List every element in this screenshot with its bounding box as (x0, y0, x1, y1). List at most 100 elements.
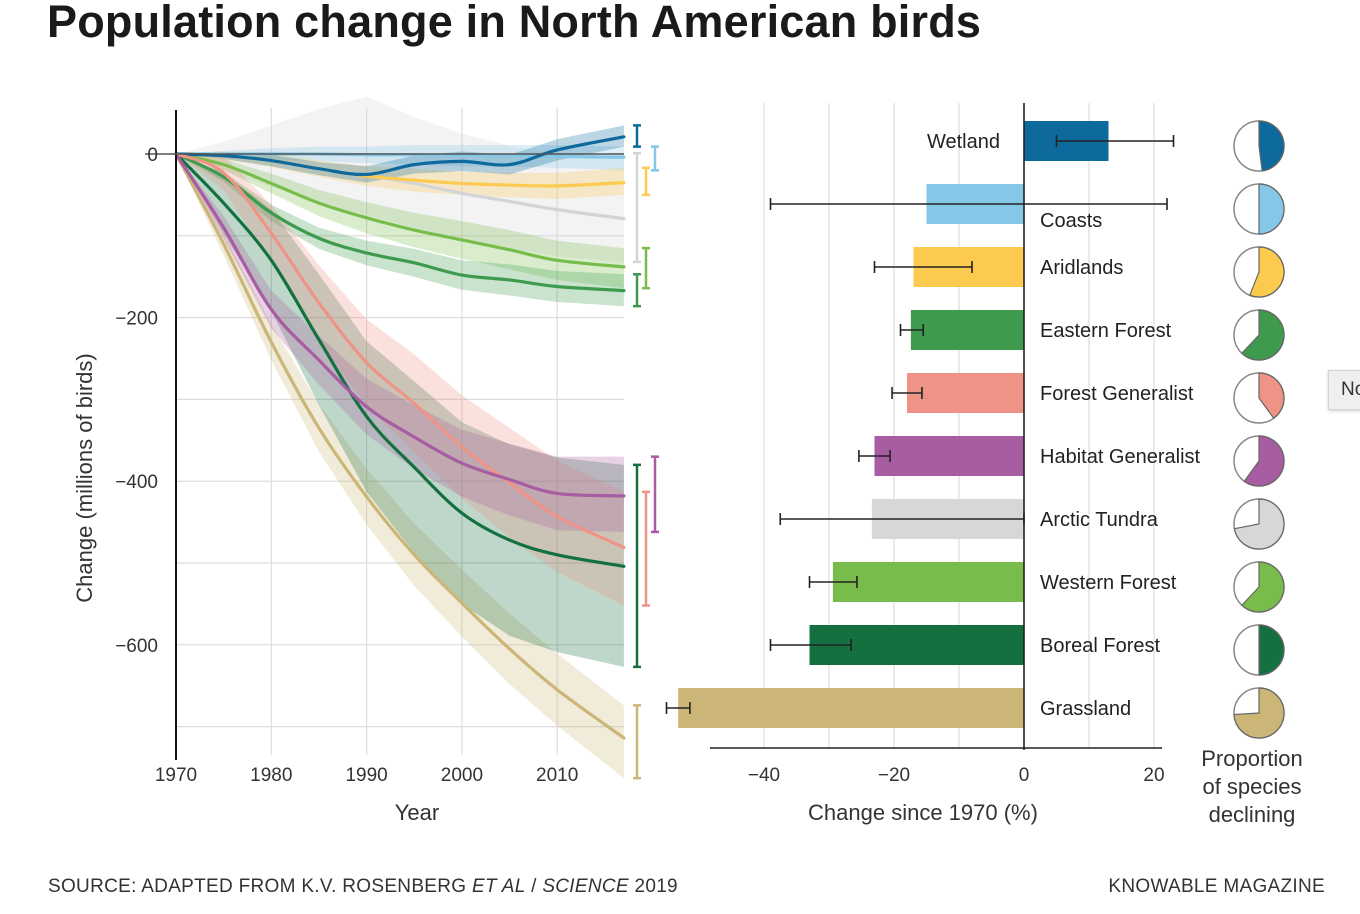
pie-column (1233, 120, 1285, 739)
bar-rect (907, 373, 1024, 413)
category-label: Eastern Forest (1040, 320, 1172, 342)
x-tick-label: −20 (878, 765, 910, 786)
pie-title-line-3: declining (1209, 802, 1296, 827)
pie-declining-slice (1233, 498, 1285, 550)
bar-grassland (665, 688, 1024, 728)
y-tick-label: −600 (115, 636, 158, 657)
ci-bar-eastern-forest (633, 272, 641, 308)
pie-declining-slice (1233, 687, 1285, 739)
x-tick-label: 2010 (536, 765, 578, 786)
ci-bar-habitat-generalist (651, 455, 659, 534)
line-eastern-forest (174, 152, 626, 293)
band-forest-generalist (176, 154, 624, 606)
pie-declining-slice (1241, 309, 1285, 361)
line-grassland (174, 152, 626, 740)
line-boreal-forest (174, 152, 626, 568)
bar-forest-generalist (891, 373, 1024, 413)
source-journal: SCIENCE (542, 876, 629, 897)
bar-western-forest (808, 562, 1024, 602)
pie-forest-generalist (1233, 372, 1285, 424)
pie-boreal-forest (1233, 624, 1285, 676)
y-tick-label: −400 (115, 472, 158, 493)
bar-chart-category-labels: Wetland Coasts Aridlands Eastern Forest Fore… (927, 131, 1201, 720)
ci-bar-forest-generalist (642, 490, 650, 607)
source-suffix: 2019 (628, 876, 678, 897)
bar-boreal-forest (769, 625, 1024, 665)
pie-declining-slice (1258, 624, 1285, 676)
x-tick-label: 1970 (155, 765, 197, 786)
pie-wetland (1233, 120, 1285, 172)
line-chart-axes: 0 −200 −400 −600 1970 1980 1990 2000 2010 (115, 110, 624, 786)
pie-habitat-generalist (1233, 435, 1285, 487)
category-label: Western Forest (1040, 572, 1177, 594)
ci-bar-boreal-forest (633, 463, 641, 669)
bar-coasts (769, 184, 1168, 224)
pie-declining-slice (1258, 183, 1285, 235)
bar-rect (678, 688, 1024, 728)
band-eastern-forest (176, 154, 624, 307)
pie-eastern-forest (1233, 309, 1285, 361)
ci-bar-wetland (633, 124, 641, 148)
band-boreal-forest (176, 154, 624, 667)
pie-title-line-1: Proportion (1201, 746, 1303, 771)
bar-eastern-forest (899, 310, 1024, 350)
y-tick-label: 0 (147, 145, 158, 166)
pie-declining-slice (1249, 246, 1285, 298)
ci-bar-western-forest (642, 246, 650, 290)
category-label: Wetland (927, 131, 1000, 153)
bar-rect (832, 562, 1024, 602)
category-label: Boreal Forest (1040, 635, 1160, 657)
bar-rect (874, 436, 1024, 476)
chart-title: Population change in North American bird… (47, 0, 982, 47)
category-label: Grassland (1040, 698, 1131, 720)
y-tick-label: −200 (115, 309, 158, 330)
band-western-forest (176, 154, 624, 289)
bar-arctic-tundra (779, 499, 1025, 539)
x-tick-label: 1980 (250, 765, 292, 786)
line-chart-end-ci-bars (633, 124, 659, 780)
ci-bar-grassland (633, 704, 641, 780)
bar-chart-bars: −40 −20 0 20 (665, 103, 1175, 786)
line-wetland (174, 135, 626, 177)
bar-rect (910, 310, 1024, 350)
pie-declining-slice (1243, 435, 1285, 487)
x-tick-label: 1990 (345, 765, 387, 786)
ci-bar-aridlands (642, 166, 650, 197)
pie-grassland (1233, 687, 1285, 739)
line-chart-xlabel: Year (395, 800, 439, 825)
pie-arctic-tundra (1233, 498, 1285, 550)
pie-declining-slice (1258, 372, 1285, 420)
tooltip-fragment: No (1328, 370, 1360, 410)
bar-chart-xlabel: Change since 1970 (%) (808, 800, 1038, 825)
source-prefix: SOURCE: ADAPTED FROM K.V. ROSENBERG (48, 876, 472, 897)
brand-credit: KNOWABLE MAGAZINE (1108, 876, 1325, 897)
x-tick-label: 0 (1019, 765, 1030, 786)
bar-aridlands (873, 247, 1024, 287)
x-tick-label: 2000 (441, 765, 483, 786)
line-chart-ylabel: Change (millions of birds) (72, 353, 97, 602)
ci-bar-arctic-tundra (633, 151, 641, 264)
x-tick-label: 20 (1143, 765, 1164, 786)
ci-bar-coasts (651, 145, 659, 172)
source-et-al: ET AL (471, 876, 526, 897)
line-habitat-generalist (174, 152, 626, 498)
category-label: Arctic Tundra (1040, 509, 1159, 531)
line-western-forest (174, 152, 626, 269)
category-label: Habitat Generalist (1040, 446, 1201, 468)
pie-declining-slice (1241, 561, 1285, 613)
category-label: Aridlands (1040, 257, 1123, 279)
pie-coasts (1233, 183, 1285, 235)
pie-aridlands (1233, 246, 1285, 298)
pie-western-forest (1233, 561, 1285, 613)
x-tick-label: −40 (748, 765, 780, 786)
category-label: Forest Generalist (1040, 383, 1194, 405)
pie-declining-slice (1258, 120, 1285, 172)
band-wetland (176, 125, 624, 183)
pie-title-line-2: of species (1202, 774, 1301, 799)
source-mid: / (525, 876, 543, 897)
bar-wetland (1024, 121, 1175, 161)
band-grassland (176, 154, 624, 779)
bar-habitat-generalist (858, 436, 1024, 476)
source-credit: SOURCE: ADAPTED FROM K.V. ROSENBERG ET A… (48, 876, 678, 898)
